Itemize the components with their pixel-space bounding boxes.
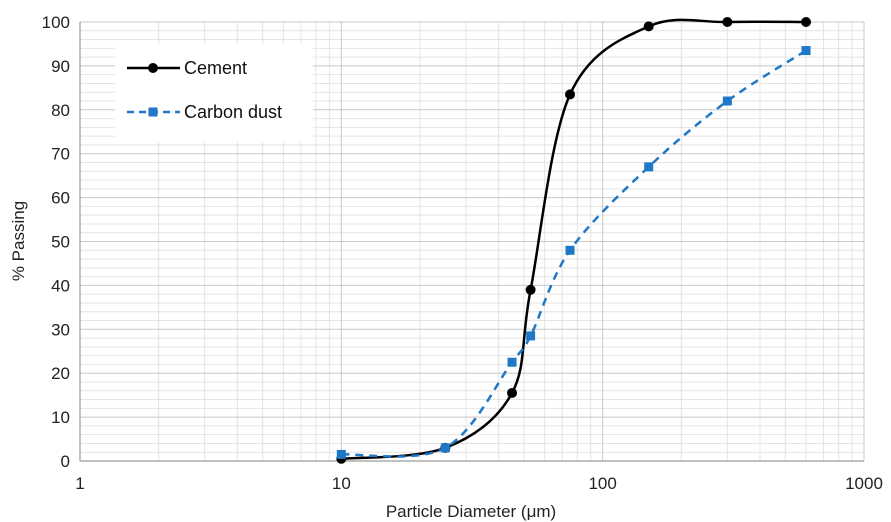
data-point-circle [565, 89, 576, 100]
data-point-square [565, 245, 575, 255]
y-axis-title: % Passing [9, 201, 28, 281]
data-point-square [440, 443, 450, 453]
y-tick-label: 90 [51, 57, 70, 76]
data-point-circle [643, 21, 654, 32]
legend-cement-marker [148, 63, 158, 73]
legend-cement-label: Cement [184, 58, 247, 78]
data-point-square [526, 331, 536, 341]
series-layer [336, 17, 812, 464]
x-tick-label: 10 [332, 474, 351, 493]
y-tick-label: 40 [51, 276, 70, 295]
data-point-square [507, 357, 517, 367]
data-point-square [801, 46, 811, 56]
x-tick-label: 100 [588, 474, 616, 493]
x-tick-label: 1 [75, 474, 84, 493]
data-point-square [336, 449, 346, 459]
data-point-circle [525, 284, 536, 295]
axes-layer [79, 22, 864, 462]
y-tick-label: 50 [51, 233, 70, 252]
y-tick-label: 100 [42, 13, 70, 32]
legend-carbon-dust-label: Carbon dust [184, 102, 282, 122]
data-point-circle [722, 17, 733, 27]
y-tick-label: 80 [51, 101, 70, 120]
data-point-square [722, 96, 732, 106]
data-point-square [644, 162, 654, 172]
x-axis-title: Particle Diameter (μm) [386, 502, 556, 521]
data-point-circle [507, 387, 518, 398]
y-tick-label: 70 [51, 145, 70, 164]
y-tick-label: 10 [51, 408, 70, 427]
legend-box [115, 44, 313, 142]
legend-carbon-dust-marker [148, 107, 158, 117]
series-line-0 [341, 18, 807, 461]
grid-layer [79, 21, 865, 462]
y-tick-label: 20 [51, 364, 70, 383]
data-point-circle [801, 17, 812, 27]
y-tick-label: 30 [51, 320, 70, 339]
series-line-1 [341, 49, 807, 458]
y-tick-label: 0 [61, 452, 70, 471]
legend: Cement Carbon dust [115, 44, 313, 142]
y-tick-label: 60 [51, 189, 70, 208]
x-tick-label: 1000 [845, 474, 883, 493]
